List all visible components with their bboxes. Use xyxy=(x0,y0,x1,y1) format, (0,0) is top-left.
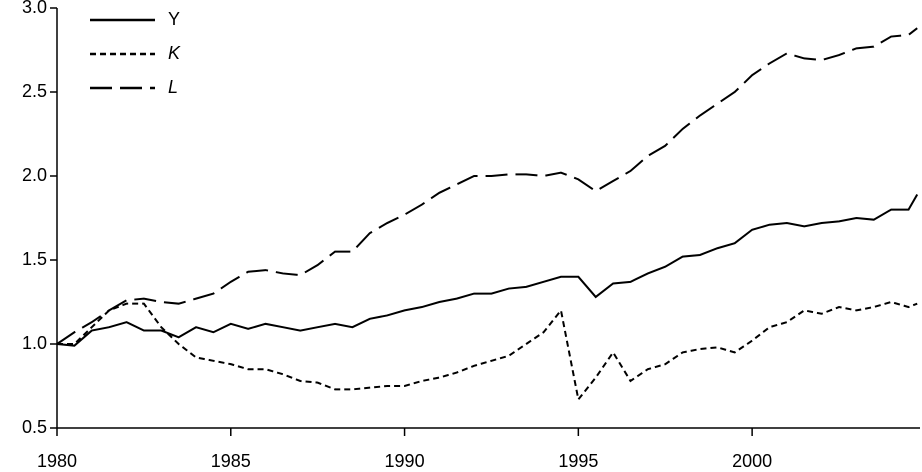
x-tick-label: 1985 xyxy=(211,451,251,471)
y-tick-label: 1.0 xyxy=(22,333,47,353)
x-tick-label: 1995 xyxy=(558,451,598,471)
y-tick-label: 2.0 xyxy=(22,165,47,185)
series-line xyxy=(57,300,918,402)
y-tick-label: 3.0 xyxy=(22,0,47,17)
y-tick-label: 2.5 xyxy=(22,81,47,101)
legend-label: L xyxy=(168,77,178,97)
x-tick-label: 2000 xyxy=(732,451,772,471)
x-tick-label: 1990 xyxy=(385,451,425,471)
series-line xyxy=(56,27,918,345)
legend-label: Y xyxy=(168,9,180,29)
y-tick-label: 0.5 xyxy=(22,417,47,437)
legend-label: K xyxy=(168,43,181,63)
x-tick-label: 1980 xyxy=(37,451,77,471)
y-tick-label: 1.5 xyxy=(22,249,47,269)
series-line xyxy=(56,193,919,347)
